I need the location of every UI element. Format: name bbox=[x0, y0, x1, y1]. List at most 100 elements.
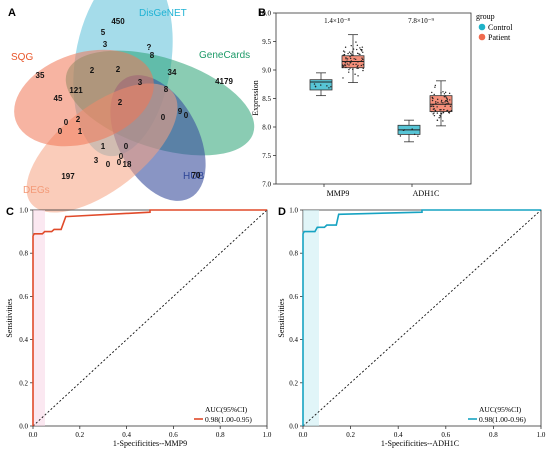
x-tick-label: 0.8 bbox=[216, 431, 225, 439]
venn-count: 18 bbox=[123, 160, 132, 169]
roc-mmp9-legend-title: AUC(95%CI) bbox=[205, 405, 248, 414]
box-point bbox=[444, 105, 446, 108]
y-tick-label: 0.4 bbox=[289, 336, 298, 344]
venn-count: 0 bbox=[119, 152, 124, 161]
box-point bbox=[351, 51, 354, 53]
y-tick-label: 0.2 bbox=[289, 379, 298, 387]
x-tick-label: 0.4 bbox=[122, 431, 131, 439]
x-tick-label: 0.2 bbox=[346, 431, 355, 439]
box-point bbox=[411, 128, 413, 130]
venn-label-hub: HUB bbox=[183, 171, 204, 182]
box-point bbox=[436, 106, 438, 108]
panel-label-c: C bbox=[6, 206, 14, 218]
venn-count: 4179 bbox=[215, 77, 233, 86]
box-point bbox=[442, 102, 444, 104]
box-point bbox=[438, 117, 440, 119]
box-point bbox=[433, 93, 435, 96]
box-point bbox=[446, 101, 449, 103]
box-point bbox=[445, 96, 447, 98]
box-point bbox=[399, 135, 402, 137]
venn-count: 34 bbox=[168, 68, 177, 77]
x-tick-label: 0.6 bbox=[169, 431, 178, 439]
roc-mmp9-frame bbox=[32, 209, 268, 427]
venn-count: 0 bbox=[161, 113, 166, 122]
venn-count: 2 bbox=[76, 115, 81, 124]
roc-adh1c-curve bbox=[302, 209, 541, 426]
box-point bbox=[431, 99, 434, 102]
box-point bbox=[446, 102, 448, 105]
box-point bbox=[437, 101, 439, 104]
box-point bbox=[414, 133, 416, 136]
venn-count: 0 bbox=[106, 160, 111, 169]
box-point bbox=[431, 110, 433, 113]
x-tick-label: 0.0 bbox=[299, 431, 308, 439]
box-point bbox=[361, 46, 364, 48]
roc-mmp9-x-label: 1-Specificities--MMP9 bbox=[113, 439, 187, 448]
box-point bbox=[442, 120, 444, 122]
box-point bbox=[330, 86, 332, 88]
venn-count: 1 bbox=[78, 127, 83, 136]
venn-count: ? bbox=[147, 43, 152, 52]
box-point bbox=[342, 77, 344, 79]
boxplot-y-ticks: 7.0 7.5 8.0 8.5 9.0 9.5 10.0 bbox=[259, 10, 276, 189]
panel-label-b: B bbox=[258, 7, 266, 19]
roc-adh1c-ticks: 0.0 0.2 0.4 0.6 0.8 1.0 0.0 0.2 0.4 0.6 0.8 1.0 bbox=[289, 207, 546, 440]
box-point bbox=[326, 85, 328, 87]
x-tick-label: 0.6 bbox=[441, 431, 450, 439]
box-point bbox=[354, 58, 357, 61]
box-point bbox=[444, 95, 446, 97]
box-point bbox=[347, 52, 349, 55]
box-point bbox=[350, 52, 352, 55]
roc-panel-mmp9: 0.0 0.2 0.4 0.6 0.8 1.0 0.0 0.2 0.4 0.6 0.8 1.0 1-S… bbox=[5, 207, 272, 449]
box-point bbox=[431, 91, 433, 94]
x-tick-label: 0.4 bbox=[394, 431, 403, 439]
box-point bbox=[350, 61, 352, 64]
box-point bbox=[356, 52, 359, 55]
box-point bbox=[349, 57, 352, 60]
box-point bbox=[445, 100, 447, 102]
pvalue-mmp9: 1.4×10⁻⁸ bbox=[324, 17, 350, 25]
box-point bbox=[446, 109, 449, 112]
box-point bbox=[440, 112, 442, 115]
box-point bbox=[346, 60, 348, 62]
box-point bbox=[359, 47, 361, 49]
y-tick-label: 0.8 bbox=[289, 250, 298, 258]
roc-adh1c-legend-label: 0.98(1.00-0.96) bbox=[479, 415, 526, 424]
y-tick-label: 9.0 bbox=[262, 67, 271, 75]
venn-label-degs: DEGs bbox=[23, 185, 50, 196]
box-point bbox=[360, 64, 363, 67]
box-point bbox=[434, 84, 437, 87]
box-point bbox=[440, 99, 443, 102]
box-point bbox=[449, 105, 452, 108]
boxplot-panel: 7.0 7.5 8.0 8.5 9.0 9.5 10.0 Expression MMP9 AD… bbox=[251, 10, 513, 199]
roc-mmp9-ticks: 0.0 0.2 0.4 0.6 0.8 1.0 0.0 0.2 0.4 0.6 0.8 1.0 bbox=[19, 207, 272, 440]
box-point bbox=[440, 116, 442, 118]
panel-label-d: D bbox=[278, 206, 286, 218]
y-tick-label: 0.8 bbox=[19, 250, 28, 258]
box-point bbox=[448, 112, 451, 114]
y-tick-label: 0.6 bbox=[289, 293, 298, 301]
box-point bbox=[445, 97, 448, 99]
venn-count: 3 bbox=[103, 40, 108, 49]
y-tick-label: 0.4 bbox=[19, 336, 28, 344]
box-point bbox=[362, 69, 364, 72]
box-point bbox=[439, 109, 441, 111]
box-point bbox=[443, 93, 446, 95]
box-point bbox=[342, 65, 344, 67]
box-point bbox=[314, 85, 317, 87]
box-point bbox=[351, 54, 353, 56]
box-point bbox=[448, 92, 451, 94]
y-tick-label: 8.5 bbox=[262, 95, 271, 103]
venn-count: 5 bbox=[101, 28, 106, 37]
roc-mmp9-curve bbox=[32, 209, 267, 426]
box-point bbox=[435, 101, 437, 103]
box-point bbox=[320, 84, 322, 86]
box-point bbox=[342, 50, 345, 52]
box-point bbox=[356, 67, 358, 70]
y-tick-label: 0.2 bbox=[19, 379, 28, 387]
box-point bbox=[349, 67, 351, 69]
box-point bbox=[361, 57, 363, 59]
box-point bbox=[432, 113, 434, 115]
